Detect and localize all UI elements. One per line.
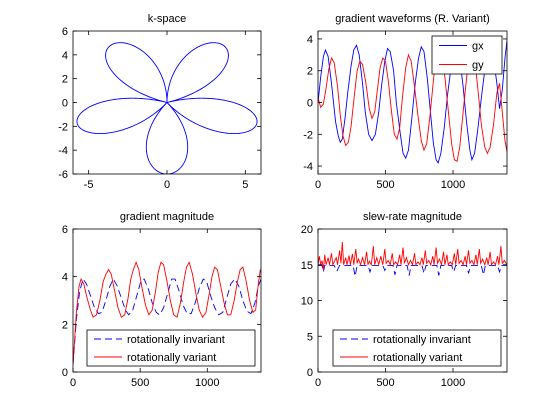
slew-rate-magnitude-title: slew-rate magnitude <box>363 211 462 223</box>
kspace-xtick-label: 5 <box>242 179 248 191</box>
slew-rate-magnitude-series-line-1 <box>318 241 507 270</box>
gradient-waveforms-xtick-label: 500 <box>376 179 394 191</box>
slew-rate-magnitude-chart: 0 500 1000 0 5 10 15 20 slew-rate magnitude rotat… <box>301 211 508 389</box>
slew-rate-magnitude-xtick-label: 0 <box>315 377 321 389</box>
gradient-waveforms-legend-label: gy <box>472 60 484 72</box>
kspace-ytick-label: 6 <box>62 26 68 38</box>
slew-rate-magnitude-series-group <box>318 241 507 277</box>
slew-rate-magnitude-ytick-label: 0 <box>307 367 313 379</box>
gradient-waveforms-ytick-label: 0 <box>307 98 313 110</box>
kspace-ytick-label: 0 <box>62 98 68 110</box>
gradient-magnitude-title: gradient magnitude <box>120 211 214 223</box>
gradient-magnitude-ytick-label: 6 <box>62 224 68 236</box>
slew-rate-magnitude-legend-label: rotationally variant <box>373 352 462 364</box>
gradient-magnitude-axes-box <box>72 228 262 373</box>
slew-rate-magnitude-ytick-label: 10 <box>301 296 313 308</box>
gradient-waveforms-xtick-label: 1000 <box>441 179 465 191</box>
slew-rate-magnitude-xtick-label: 500 <box>376 377 394 389</box>
gradient-magnitude-ytick-label: 2 <box>62 319 68 331</box>
slew-rate-magnitude-xtick-label: 1000 <box>441 377 465 389</box>
gradient-waveforms-ytick-label: 2 <box>307 66 313 78</box>
gradient-magnitude-xtick-label: 500 <box>131 377 149 389</box>
gradient-magnitude-legend: rotationally invariant rotationally varia… <box>86 329 256 367</box>
gradient-magnitude-xtick-label: 1000 <box>195 377 219 389</box>
slew-rate-magnitude-ytick-label: 20 <box>301 224 313 236</box>
gradient-magnitude-xtick-label: 0 <box>70 377 76 389</box>
gradient-magnitude-legend-label: rotationally invariant <box>127 334 225 346</box>
gradient-waveforms-title: gradient waveforms (R. Variant) <box>335 13 489 25</box>
gradient-waveforms-chart: 0 500 1000 -4 -2 0 2 4 gradient waveforms (R. Va… <box>303 13 508 191</box>
kspace-title: k-space <box>148 13 187 25</box>
kspace-xtick-label: 0 <box>164 179 170 191</box>
gradient-waveforms-ytick-label: 4 <box>307 34 313 46</box>
slew-rate-magnitude-ytick-label: 5 <box>307 331 313 343</box>
slew-rate-magnitude-legend-box <box>332 329 502 367</box>
kspace-ytick-label: -4 <box>58 145 68 157</box>
kspace-ytick-label: 2 <box>62 74 68 86</box>
kspace-xtick-label: -5 <box>84 179 94 191</box>
gradient-magnitude-series-line-1 <box>73 261 261 365</box>
gradient-waveforms-series-line-0 <box>318 40 507 164</box>
gradient-magnitude-ytick-label: 0 <box>62 367 68 379</box>
slew-rate-magnitude-ytick-label: 15 <box>301 260 313 272</box>
kspace-series-group <box>76 42 258 174</box>
gradient-waveforms-legend-label: gx <box>472 41 484 53</box>
gradient-magnitude-ytick-label: 4 <box>62 272 68 284</box>
gradient-magnitude-series-group <box>73 261 261 365</box>
gradient-magnitude-legend-box <box>86 329 256 367</box>
gradient-magnitude-chart: 0 500 1000 0 2 4 6 gradient magnitude rotational… <box>62 211 262 389</box>
kspace-ytick-label: -6 <box>58 169 68 181</box>
kspace-chart: -5 0 5 -6 -4 -2 0 2 4 6 k-space <box>58 13 262 191</box>
gradient-waveforms-ytick-label: -2 <box>303 129 313 141</box>
slew-rate-magnitude-legend-label: rotationally invariant <box>373 334 471 346</box>
kspace-ytick-label: -2 <box>58 121 68 133</box>
gradient-waveforms-ytick-label: -4 <box>303 161 313 173</box>
slew-rate-magnitude-legend: rotationally invariant rotationally varia… <box>332 329 502 367</box>
kspace-ytick-label: 4 <box>62 50 68 62</box>
gradient-waveforms-legend-box <box>431 35 503 75</box>
kspace-series-line-0 <box>76 42 258 174</box>
gradient-magnitude-legend-label: rotationally variant <box>127 352 216 364</box>
gradient-waveforms-legend: gx gy <box>431 35 503 75</box>
gradient-magnitude-series-line-0 <box>73 278 261 365</box>
gradient-waveforms-xtick-label: 0 <box>315 179 321 191</box>
